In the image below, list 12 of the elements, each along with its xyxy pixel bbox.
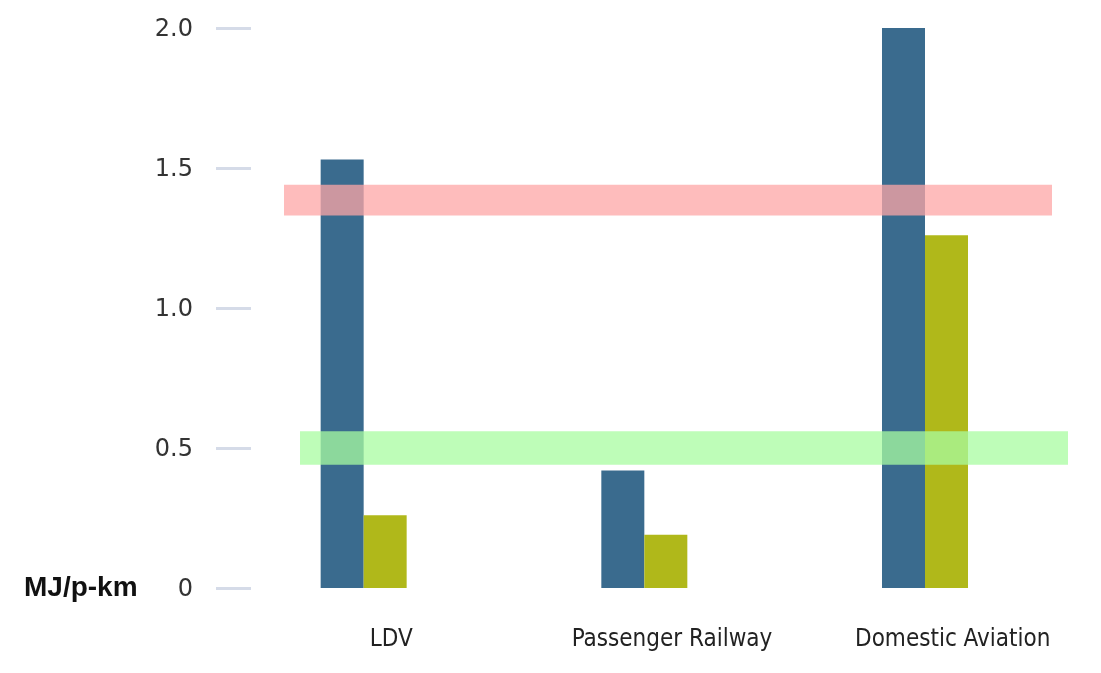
bar <box>363 515 407 588</box>
bar <box>644 534 688 588</box>
y-tick-label: 1.5 <box>154 154 193 182</box>
x-tick-label: Domestic Aviation <box>855 624 1051 652</box>
y-tick-label: 1.0 <box>154 294 193 322</box>
bar <box>601 470 645 588</box>
y-tick-label: 0.5 <box>154 434 193 462</box>
y-axis-title: MJ/p-km <box>24 570 138 602</box>
x-tick-label: Passenger Railway <box>571 624 773 652</box>
y-tick-label: 2.0 <box>154 14 193 42</box>
x-tick-label: LDV <box>369 624 414 652</box>
y-tick-label: 0 <box>177 574 193 602</box>
